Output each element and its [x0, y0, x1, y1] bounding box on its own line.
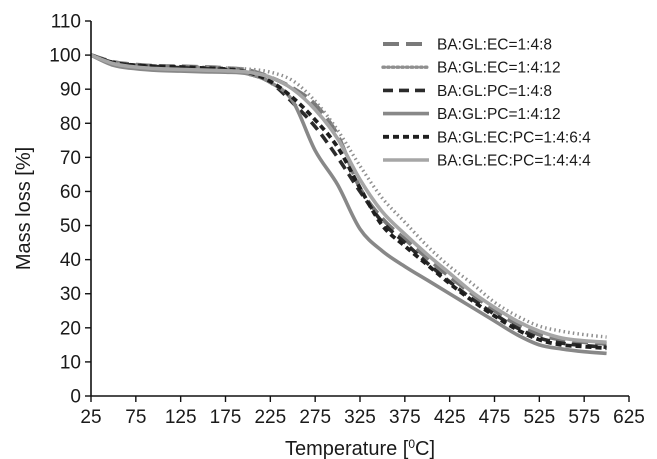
- series-group: [90, 53, 607, 356]
- legend-label: BA:GL:EC:PC=1:4:4:4: [437, 153, 591, 170]
- x-tick-label: 375: [389, 407, 421, 428]
- x-tick-label: 75: [125, 407, 146, 428]
- x-tick-label: 275: [299, 407, 331, 428]
- x-axis-title: Temperature [0C]: [285, 437, 435, 459]
- x-ticks: 25 75 125 175 225 275 325 375 425 475 525 575 625: [80, 396, 645, 428]
- x-tick-label: 125: [165, 407, 197, 428]
- legend: BA:GL:EC=1:4:8 BA:GL:EC=1:4:12 BA:GL:PC=1:…: [381, 37, 591, 170]
- y-tick-label: 100: [49, 46, 81, 67]
- legend-label: BA:GL:EC=1:4:8: [437, 37, 552, 54]
- series-line: [90, 53, 607, 351]
- y-tick-label: 20: [60, 318, 81, 339]
- y-axis-title: Mass loss [%]: [13, 147, 35, 270]
- x-tick-label: 25: [80, 407, 101, 428]
- legend-label: BA:GL:PC=1:4:12: [437, 106, 561, 123]
- legend-label: BA:GL:EC:PC=1:4:6:4: [437, 129, 591, 146]
- x-tick-label: 225: [254, 407, 286, 428]
- y-tick-label: 40: [60, 250, 81, 271]
- y-tick-label: 110: [51, 12, 81, 33]
- y-tick-label: 10: [60, 352, 81, 373]
- legend-label: BA:GL:EC=1:4:12: [437, 60, 561, 77]
- y-tick-label: 70: [60, 148, 81, 169]
- y-tick-label: 80: [60, 114, 81, 135]
- y-tick-label: 30: [60, 284, 81, 305]
- y-tick-label: 60: [60, 182, 81, 203]
- series-line: [90, 53, 607, 344]
- y-ticks: 0 10 20 30 40 50 60 70 80 90 100 110: [49, 12, 91, 408]
- legend-label: BA:GL:PC=1:4:8: [437, 83, 552, 100]
- x-tick-label: 575: [568, 407, 600, 428]
- x-tick-label: 475: [479, 407, 511, 428]
- y-tick-label: 90: [60, 80, 81, 101]
- x-tick-label: 325: [344, 407, 376, 428]
- y-tick-label: 50: [60, 216, 81, 237]
- y-tick-label: 0: [70, 387, 81, 408]
- x-tick-label: 175: [210, 407, 242, 428]
- x-tick-label: 525: [523, 407, 555, 428]
- x-tick-label: 425: [434, 407, 466, 428]
- x-tick-label: 625: [613, 407, 645, 428]
